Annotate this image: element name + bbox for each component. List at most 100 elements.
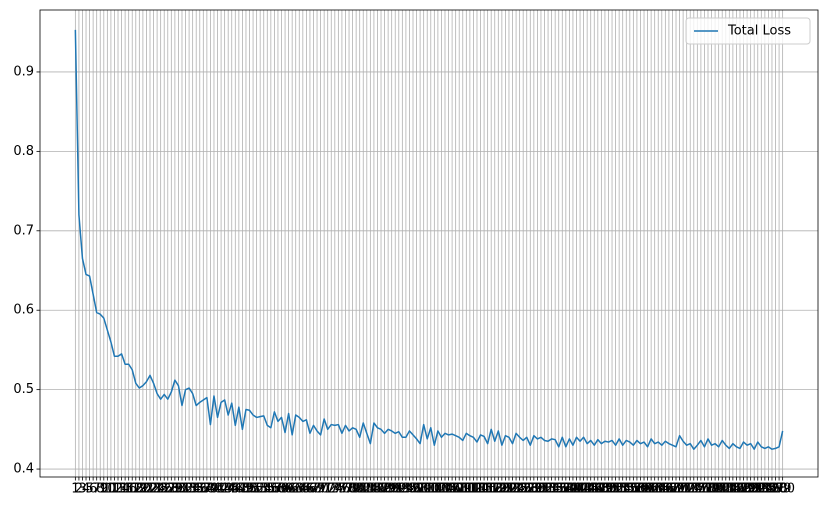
x-tick-label: 198	[763, 482, 788, 497]
x-tick-label: 183	[710, 482, 735, 497]
x-tick-label: 21	[138, 482, 155, 497]
x-tick-label: 168	[656, 482, 681, 497]
x-tick-label: 119	[482, 482, 507, 497]
x-tick-label: 156	[614, 482, 639, 497]
x-tick-label: 124	[500, 482, 525, 497]
x-tick-label: 175	[681, 482, 706, 497]
x-tick-label: 179	[696, 482, 721, 497]
x-tick-label: 50	[241, 482, 258, 497]
x-tick-label: 70	[312, 482, 329, 497]
x-tick-label: 69	[309, 482, 326, 497]
x-tick-label: 67	[302, 482, 319, 497]
x-tick-label: 197	[760, 482, 785, 497]
x-tick-label: 54	[255, 482, 272, 497]
x-tick-label: 83	[359, 482, 376, 497]
x-tick-label: 141	[561, 482, 586, 497]
x-tick-label: 152	[600, 482, 625, 497]
axes-frame	[39, 9, 819, 478]
x-tick-label: 23	[145, 482, 162, 497]
x-tick-label: 87	[373, 482, 390, 497]
x-tick-label: 78	[341, 482, 358, 497]
x-tick-label: 31	[174, 482, 191, 497]
x-tick-label: 101	[418, 482, 443, 497]
x-tick-label: 30	[170, 482, 187, 497]
x-tick-label: 73	[323, 482, 340, 497]
x-tick-label: 29	[167, 482, 184, 497]
x-tick-label: 144	[571, 482, 596, 497]
plot	[74, 29, 784, 450]
x-tick-label: 187	[724, 482, 749, 497]
x-tick-label: 128	[514, 482, 539, 497]
x-tick-label: 2	[75, 482, 83, 497]
x-tick-label: 96	[405, 482, 422, 497]
x-tick-label: 160	[628, 482, 653, 497]
x-tick-label: 193	[745, 482, 770, 497]
x-tick-label: 190	[735, 482, 760, 497]
x-tick-label: 155	[610, 482, 635, 497]
x-tick-label: 135	[539, 482, 564, 497]
x-tick-label: 165	[646, 482, 671, 497]
x-tick-label: 136	[543, 482, 568, 497]
x-tick-label: 195	[752, 482, 777, 497]
x-tick-label: 189	[731, 482, 756, 497]
x-tick-label: 138	[550, 482, 575, 497]
x-tick-label: 84	[362, 482, 379, 497]
x-tick-label: 159	[625, 482, 650, 497]
x-tick-label: 19	[131, 482, 148, 497]
x-tick-label: 164	[642, 482, 667, 497]
x-tick-label: 20	[135, 482, 152, 497]
x-tick-label: 7	[93, 482, 101, 497]
x-tick-label: 121	[489, 482, 514, 497]
y-tick-label: 0.5	[13, 382, 34, 397]
x-tick-label: 192	[742, 482, 767, 497]
x-tick-label: 61	[280, 482, 297, 497]
x-tick-label: 94	[398, 482, 415, 497]
x-tick-label: 137	[546, 482, 571, 497]
x-tick-label: 65	[295, 482, 312, 497]
x-tick-label: 32	[177, 482, 194, 497]
x-tick-label: 18	[128, 482, 145, 497]
x-tick-label: 166	[649, 482, 674, 497]
x-tick-label: 28	[163, 482, 180, 497]
x-tick-label: 106	[436, 482, 461, 497]
x-tick-label: 45	[223, 482, 240, 497]
x-tick-label: 62	[284, 482, 301, 497]
x-tick-label: 161	[632, 482, 657, 497]
x-tick-label: 109	[447, 482, 472, 497]
x-tick-label: 171	[667, 482, 692, 497]
y-tick-label: 0.9	[13, 64, 34, 79]
x-tick-label: 12	[106, 482, 123, 497]
x-tick-label: 52	[248, 482, 265, 497]
x-tick-label: 114	[465, 482, 490, 497]
x-tick-label: 74	[327, 482, 344, 497]
x-tick-label: 11	[103, 482, 120, 497]
x-tick-label: 163	[639, 482, 664, 497]
x-tick-label: 56	[263, 482, 280, 497]
x-tick-label: 5	[85, 482, 93, 497]
x-tick-label: 150	[593, 482, 618, 497]
x-tick-label: 133	[532, 482, 557, 497]
x-tick-label: 186	[720, 482, 745, 497]
x-tick-label: 1	[71, 482, 79, 497]
x-tick-label: 41	[209, 482, 226, 497]
x-tick-label: 38	[199, 482, 216, 497]
x-tick-label: 58	[270, 482, 287, 497]
y-tick-label: 0.6	[13, 303, 34, 318]
x-tick-label: 79	[344, 482, 361, 497]
x-tick-label: 92	[391, 482, 408, 497]
x-tick-label: 126	[507, 482, 532, 497]
x-tick-label: 49	[238, 482, 255, 497]
x-tick-label: 102	[422, 482, 447, 497]
x-tick-label: 40	[206, 482, 223, 497]
y-tick-label: 0.4	[13, 462, 34, 477]
x-tick-label: 14	[113, 482, 130, 497]
y-tick-label: 0.8	[13, 144, 34, 159]
x-tick-label: 188	[728, 482, 753, 497]
x-tick-label: 112	[457, 482, 482, 497]
x-tick-label: 89	[380, 482, 397, 497]
x-tick-label: 149	[589, 482, 614, 497]
x-tick-label: 4	[82, 482, 90, 497]
x-tick-label: 146	[578, 482, 603, 497]
x-tick-label: 60	[277, 482, 294, 497]
x-tick-label: 25	[152, 482, 169, 497]
